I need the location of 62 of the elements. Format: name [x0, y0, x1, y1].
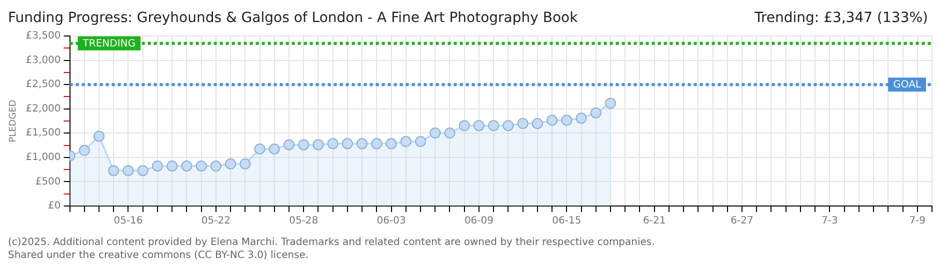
y-tick-label: £3,000: [26, 54, 61, 66]
y-tick-label: £2,000: [26, 103, 61, 114]
text: Shared under the creative commons (CC BY-NC 3.0) license.: [8, 249, 310, 262]
x-tick-label: 7-9: [909, 216, 926, 227]
point: [517, 118, 528, 129]
point: [473, 120, 484, 132]
point: [561, 114, 572, 126]
y-tick-label: £3,500: [26, 30, 61, 42]
point: [576, 112, 587, 124]
y-tick-label: £0: [48, 200, 61, 212]
point: [400, 136, 412, 148]
ref-line-label: GOAL: [893, 80, 922, 91]
point: [327, 138, 338, 150]
point: [240, 158, 251, 170]
x-tick-label: 05-22: [201, 216, 230, 227]
point: [386, 138, 397, 150]
point: [181, 160, 192, 172]
point: [371, 138, 382, 150]
point: [137, 165, 148, 176]
x-tick-label: 06-09: [464, 216, 494, 227]
point: [590, 107, 602, 118]
point: [122, 165, 134, 176]
point: [312, 139, 324, 150]
point: [166, 160, 178, 172]
point: [210, 160, 222, 172]
x-tick-label: 06-03: [376, 216, 406, 227]
point: [430, 128, 441, 139]
x-tick-label: 6-21: [642, 216, 666, 227]
point: [444, 128, 456, 139]
x-tick-label: 05-16: [114, 216, 143, 227]
text: (c)2025. Additional content provided by Elena Marchi. Trademarks and related content are owned by their respective companies.: [8, 236, 655, 249]
point: [108, 165, 120, 176]
y-tick-label: £1,000: [26, 152, 61, 164]
point: [356, 138, 368, 150]
point: [415, 136, 426, 148]
point: [605, 98, 616, 109]
point: [458, 120, 470, 132]
point: [298, 139, 310, 150]
y-tick-label: £500: [35, 176, 61, 188]
ref-line-label: TRENDING: [82, 38, 136, 50]
point: [225, 158, 236, 170]
point: [94, 130, 105, 142]
chart-title: Funding Progress: Greyhounds & Galgos of London - A Fine Art Photography Book: [8, 10, 578, 26]
point: [268, 143, 280, 154]
point: [196, 160, 207, 172]
y-axis-title: PLEDGED: [8, 100, 19, 142]
x-tick-label: 05-28: [289, 216, 318, 227]
x-tick-label: 6-27: [730, 216, 754, 227]
point: [532, 118, 543, 129]
point: [488, 120, 500, 132]
point: [546, 114, 558, 126]
y-tick-label: £1,500: [26, 128, 61, 139]
point: [254, 143, 266, 154]
x-tick-label: 7-3: [822, 216, 838, 227]
point: [283, 139, 294, 150]
chart-subtitle: Trending: £3,347 (133%): [754, 10, 928, 26]
x-tick-label: 06-15: [552, 216, 582, 227]
point: [78, 144, 90, 156]
point: [152, 160, 163, 172]
point: [342, 138, 353, 150]
y-tick-label: £2,500: [26, 79, 61, 90]
point: [502, 120, 514, 132]
